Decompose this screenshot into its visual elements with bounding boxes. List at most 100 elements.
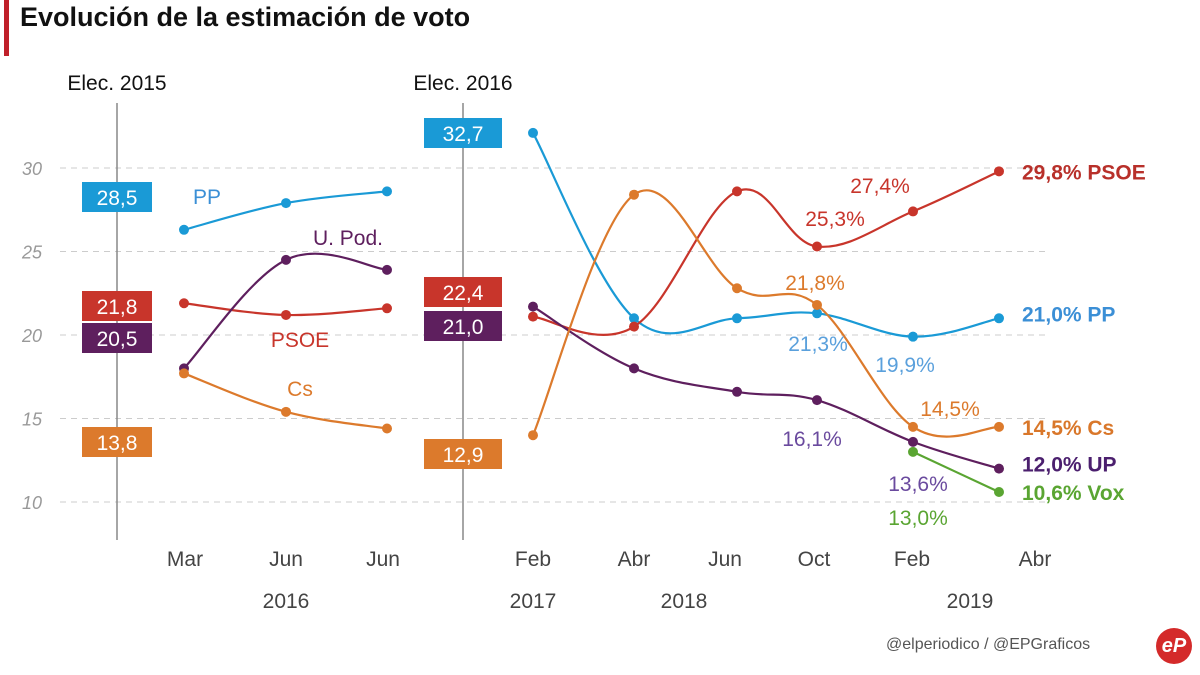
y-tick-label: 10 [22,493,42,513]
data-point-cs [382,423,392,434]
x-year-label: 2016 [263,590,310,613]
data-point-psoe [994,166,1004,177]
x-tick-label: Abr [1019,548,1052,571]
series-line-up [532,305,1000,470]
end-label-cs: 14,5% Cs [1022,417,1114,440]
data-point-cs [179,368,189,379]
data-point-vox [908,446,918,457]
data-point-cs [812,299,822,310]
data-point-up [994,463,1004,474]
election-value-label: 13,8 [97,432,138,455]
election-value-label: 22,4 [443,282,484,305]
footer-credit: @elperiodico / @EPGraficos [886,636,1091,653]
data-annotation: 14,5% [920,398,980,421]
series-line-psoe [532,170,1000,336]
series-name-label: PP [193,186,221,209]
data-point-cs [528,430,538,441]
data-point-pp [528,127,538,138]
series-name-label: PSOE [271,329,329,352]
elperiodico-logo: eP [1156,628,1192,664]
data-point-up [732,386,742,397]
election-value-box [82,182,152,212]
data-annotation: 13,6% [888,473,948,496]
data-point-cs [732,283,742,294]
data-point-psoe [528,311,538,322]
data-point-up [629,363,639,374]
data-point-up [281,254,291,265]
data-point-up [908,436,918,447]
y-tick-label: 20 [21,326,42,346]
x-tick-label: Jun [366,548,400,571]
data-point-cs [994,421,1004,432]
x-year-label: 2019 [947,590,994,613]
data-point-pp [179,224,189,235]
x-tick-label: Jun [269,548,303,571]
y-tick-label: 25 [21,243,43,263]
data-point-up [382,264,392,275]
x-tick-label: Abr [618,548,651,571]
election-value-box [82,291,152,321]
election-value-label: 32,7 [443,123,484,146]
data-point-psoe [732,186,742,197]
x-year-label: 2017 [510,590,557,613]
end-label-vox: 10,6% Vox [1022,482,1125,505]
election-value-label: 20,5 [97,328,138,351]
data-point-cs [629,189,639,200]
data-point-vox [994,486,1004,497]
title-accent-bar [4,0,9,56]
election-value-label: 28,5 [97,187,138,210]
data-point-up [528,301,538,312]
data-point-pp [812,308,822,319]
election-label: Elec. 2016 [413,72,512,95]
x-tick-label: Mar [167,548,203,571]
data-point-psoe [281,309,291,320]
data-point-psoe [908,206,918,217]
data-point-pp [629,313,639,324]
end-label-psoe: 29,8% PSOE [1022,161,1146,184]
x-tick-label: Jun [708,548,742,571]
data-annotation: 16,1% [782,428,842,451]
election-value-box [82,323,152,353]
data-annotation: 21,8% [785,272,845,295]
y-tick-label: 15 [22,410,43,430]
data-point-pp [732,313,742,324]
series-name-label: U. Pod. [313,227,383,250]
data-point-cs [281,406,291,417]
data-point-up [812,395,822,406]
data-annotation: 13,0% [888,507,948,530]
end-label-up: 12,0% UP [1022,454,1117,477]
election-value-box [82,427,152,457]
election-value-label: 12,9 [443,444,484,467]
election-value-box [424,439,502,469]
end-label-pp: 21,0% PP [1022,303,1115,326]
x-year-label: 2018 [661,590,708,613]
data-annotation: 19,9% [875,354,935,377]
election-value-label: 21,8 [97,296,138,319]
chart-title: Evolución de la estimación de voto [20,2,471,32]
data-annotation: 27,4% [850,175,910,198]
series-line-pp [532,132,1000,338]
y-tick-label: 30 [22,159,42,179]
election-value-box [424,311,502,341]
election-value-box [424,118,502,148]
x-tick-label: Feb [894,548,930,571]
data-annotation: 25,3% [805,208,865,231]
election-label: Elec. 2015 [67,72,166,95]
data-point-psoe [812,241,822,252]
data-point-pp [281,198,291,209]
series-line-cs [183,372,388,430]
series-line-vox [912,450,1000,493]
x-tick-label: Oct [798,548,831,571]
election-value-label: 21,0 [443,316,484,339]
data-point-pp [908,331,918,342]
data-point-psoe [629,321,639,332]
x-tick-label: Feb [515,548,551,571]
data-point-psoe [179,298,189,309]
data-point-pp [994,313,1004,324]
series-name-label: Cs [287,378,313,401]
data-point-pp [382,186,392,197]
data-point-psoe [382,303,392,314]
election-value-box [424,277,502,307]
data-annotation: 21,3% [788,333,848,356]
